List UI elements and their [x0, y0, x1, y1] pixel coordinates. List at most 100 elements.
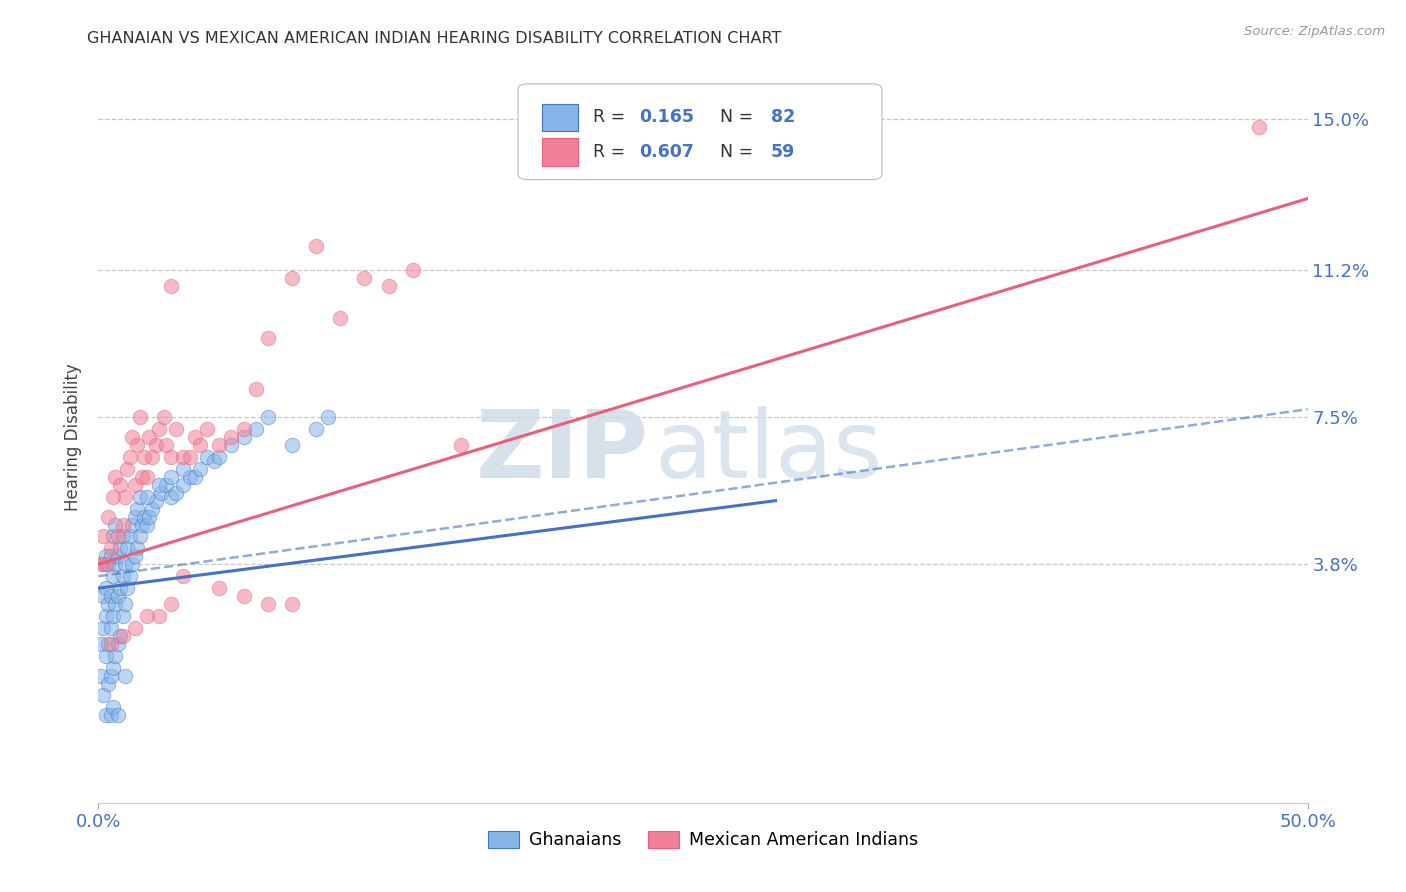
Point [172, 462, 194, 476]
Point [107, 637, 129, 651]
Point [135, 517, 157, 532]
Text: N =: N = [720, 143, 759, 161]
Point [124, 477, 146, 491]
Text: Source: ZipAtlas.com: Source: ZipAtlas.com [1244, 25, 1385, 38]
Point [160, 470, 183, 484]
Point [135, 470, 157, 484]
Point [160, 597, 183, 611]
Point [329, 310, 352, 325]
Point [232, 422, 254, 436]
Point [450, 438, 472, 452]
Point [134, 450, 156, 464]
Point [208, 450, 231, 464]
Point [101, 660, 124, 674]
Point [104, 517, 127, 532]
Point [179, 450, 201, 464]
Point [97, 558, 120, 572]
Point [91, 621, 114, 635]
Point [172, 569, 194, 583]
Point [108, 541, 131, 556]
Point [118, 529, 141, 543]
Text: 0.607: 0.607 [638, 143, 693, 161]
Point [90, 637, 112, 651]
Point [100, 708, 122, 723]
Point [114, 490, 136, 504]
Point [117, 462, 139, 476]
Point [152, 410, 174, 425]
Point [305, 239, 328, 253]
Point [138, 430, 160, 444]
Point [101, 609, 124, 624]
Point [111, 569, 134, 583]
Point [256, 331, 278, 345]
Point [97, 509, 120, 524]
Point [111, 609, 134, 624]
Point [104, 558, 127, 572]
Point [256, 597, 278, 611]
Point [165, 485, 187, 500]
Point [128, 410, 150, 425]
Text: ZIP: ZIP [475, 406, 648, 498]
Point [94, 549, 117, 564]
Point [100, 549, 122, 564]
Point [91, 589, 114, 603]
Point [281, 438, 304, 452]
Point [91, 689, 114, 703]
Point [128, 529, 150, 543]
Point [104, 470, 127, 484]
Point [91, 529, 114, 543]
Point [101, 529, 124, 543]
Point [100, 541, 122, 556]
Point [100, 589, 122, 603]
Point [94, 609, 117, 624]
Point [245, 383, 267, 397]
Point [121, 517, 143, 532]
Point [402, 263, 425, 277]
Point [124, 509, 146, 524]
Point [104, 648, 127, 663]
Point [108, 581, 131, 595]
Y-axis label: Hearing Disability: Hearing Disability [65, 363, 83, 511]
FancyBboxPatch shape [543, 138, 578, 166]
Text: GHANAIAN VS MEXICAN AMERICAN INDIAN HEARING DISABILITY CORRELATION CHART: GHANAIAN VS MEXICAN AMERICAN INDIAN HEAR… [87, 31, 782, 46]
Point [127, 501, 149, 516]
Point [145, 493, 167, 508]
Point [208, 581, 231, 595]
Legend: Ghanaians, Mexican American Indians: Ghanaians, Mexican American Indians [481, 824, 925, 856]
Point [195, 422, 218, 436]
Point [111, 529, 134, 543]
Text: atlas: atlas [655, 406, 883, 498]
Point [127, 438, 149, 452]
Point [232, 430, 254, 444]
Text: N =: N = [720, 109, 759, 127]
Point [155, 477, 177, 491]
Point [101, 700, 124, 714]
Point [101, 490, 124, 504]
Point [114, 558, 136, 572]
Point [134, 509, 156, 524]
Point [94, 581, 117, 595]
Point [128, 490, 150, 504]
Point [117, 541, 139, 556]
Text: R =: R = [593, 143, 631, 161]
Point [121, 430, 143, 444]
Point [281, 597, 304, 611]
Point [184, 430, 207, 444]
Text: 59: 59 [770, 143, 794, 161]
Point [94, 708, 117, 723]
Point [107, 549, 129, 564]
Point [100, 637, 122, 651]
Point [195, 450, 218, 464]
Point [114, 597, 136, 611]
Point [1249, 120, 1271, 134]
Point [281, 271, 304, 285]
Point [377, 279, 399, 293]
Point [148, 609, 170, 624]
Point [150, 485, 173, 500]
Point [141, 450, 163, 464]
Point [107, 708, 129, 723]
Point [172, 477, 194, 491]
Point [107, 589, 129, 603]
Point [135, 490, 157, 504]
Point [114, 668, 136, 682]
